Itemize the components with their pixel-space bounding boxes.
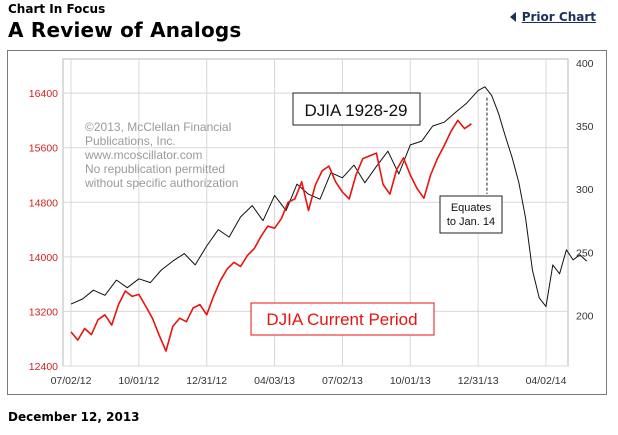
copyright-line: No republication permitted — [85, 162, 225, 176]
analog-chart: 07/02/12 10/01/12 12/31/12 04/03/13 07/02/13… — [29, 58, 594, 387]
publish-date: December 12, 2013 — [8, 410, 140, 424]
left-tick-label: 14000 — [29, 252, 58, 264]
left-tick-label: 15600 — [29, 143, 58, 155]
x-tick-label: 04/03/13 — [254, 375, 295, 387]
chevron-left-icon — [509, 11, 516, 22]
label-1928: DJIA 1928-29 — [304, 101, 407, 120]
x-tick-label: 12/31/13 — [458, 375, 499, 387]
x-tick-label: 12/31/12 — [186, 375, 227, 387]
prior-chart-label: Prior Chart — [521, 10, 596, 24]
label-box-1928 — [292, 92, 421, 126]
right-tick-label: 200 — [576, 310, 594, 322]
page-title: A Review of Analogs — [8, 18, 242, 42]
series-line-current — [70, 119, 472, 352]
right-tick-label: 350 — [576, 121, 594, 133]
right-tick-label: 300 — [576, 184, 594, 196]
left-tick-label: 14800 — [29, 197, 58, 209]
copyright-line: Publications, Inc. — [85, 134, 176, 148]
left-tick-label: 16400 — [29, 88, 58, 100]
left-tick-label: 13200 — [29, 306, 58, 318]
copyright-line: without specific authorization — [84, 176, 238, 190]
kicker-label: Chart In Focus — [8, 2, 106, 16]
annotation-text: to Jan. 14 — [447, 216, 495, 228]
chart-frame: 07/02/12 10/01/12 12/31/12 04/03/13 07/02/13… — [7, 50, 607, 395]
x-tick-label: 07/02/13 — [322, 375, 363, 387]
x-tick-label: 10/01/12 — [118, 375, 159, 387]
prior-chart-link[interactable]: Prior Chart — [509, 10, 596, 24]
copyright-line: ©2013, McClellan Financial — [85, 120, 231, 134]
right-tick-label: 400 — [576, 58, 594, 70]
annotation-text: Equates — [451, 202, 492, 214]
x-tick-label: 04/02/14 — [526, 375, 567, 387]
annotation-box — [439, 195, 503, 234]
label-current: DJIA Current Period — [266, 310, 417, 329]
label-box-current — [250, 302, 435, 336]
left-tick-label: 12400 — [29, 361, 58, 373]
x-tick-label: 10/01/13 — [390, 375, 431, 387]
copyright-line: www.mcoscillator.com — [84, 148, 202, 162]
series-line-1928 — [70, 86, 588, 308]
x-tick-label: 07/02/12 — [51, 375, 92, 387]
right-tick-label: 250 — [576, 247, 594, 259]
